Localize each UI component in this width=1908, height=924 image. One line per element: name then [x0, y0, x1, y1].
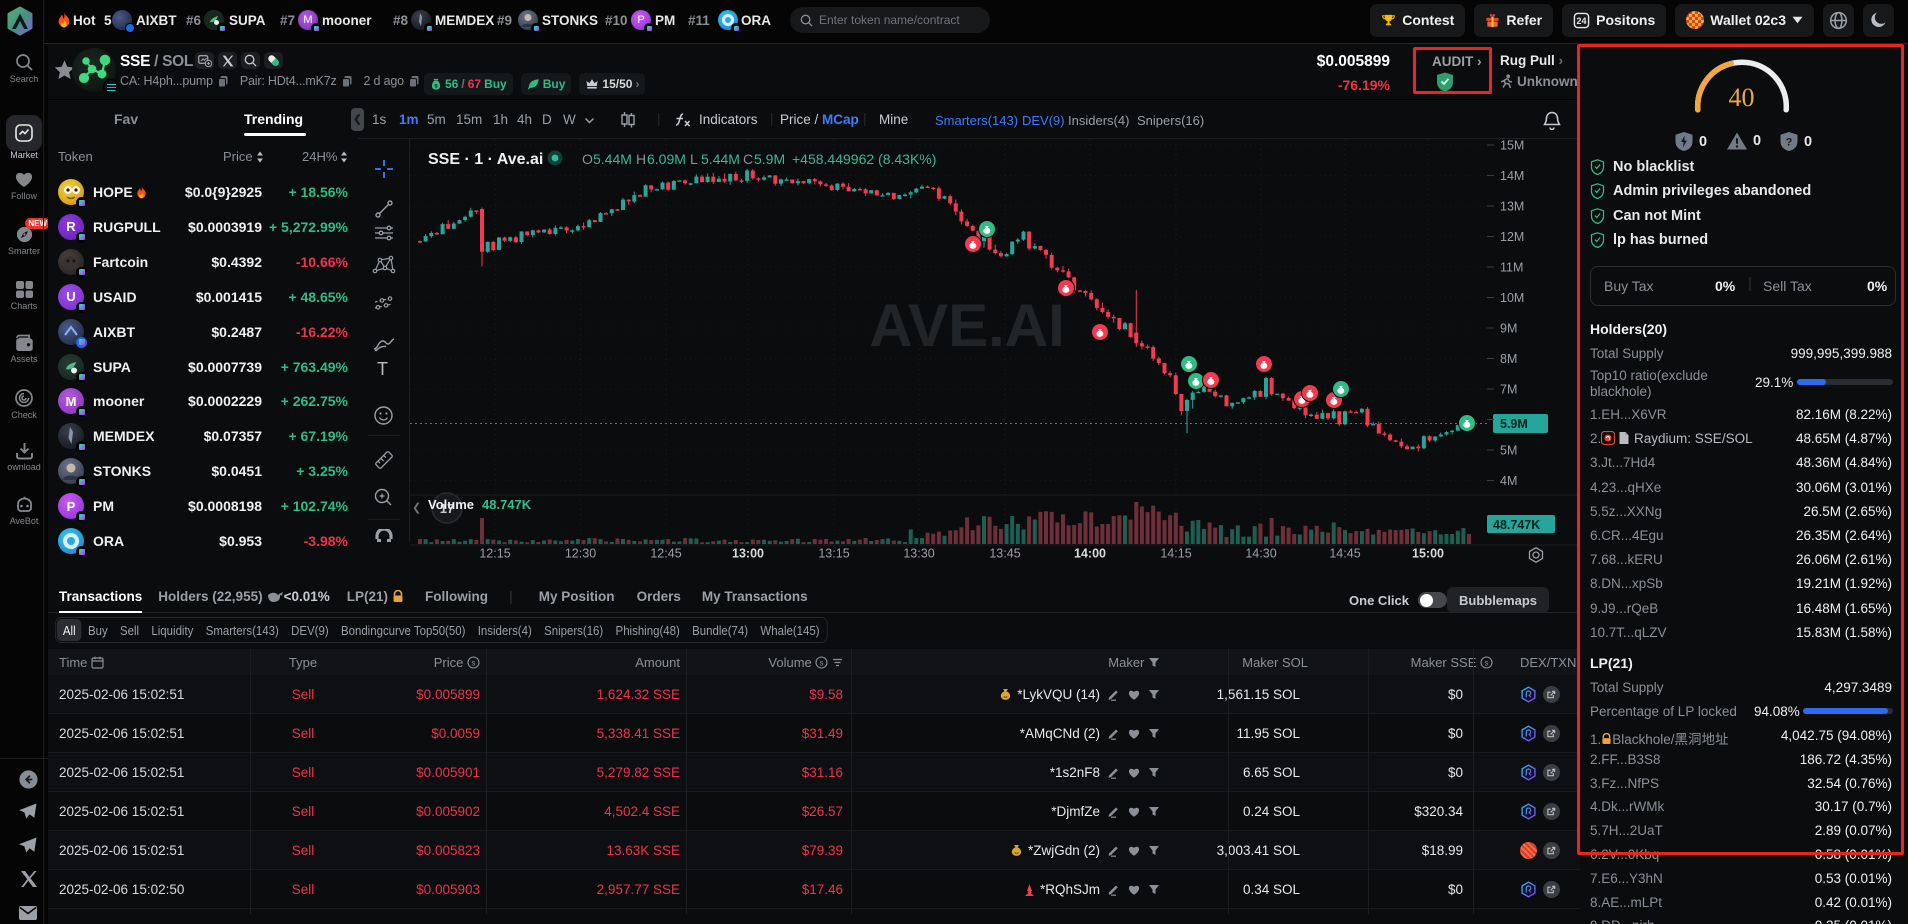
svg-text:13:15: 13:15 — [818, 547, 849, 561]
svg-text:s: s — [820, 658, 824, 667]
svg-text:13:00: 13:00 — [732, 547, 764, 561]
svg-text:5M: 5M — [1500, 444, 1517, 458]
svg-text:8M: 8M — [1500, 352, 1517, 366]
svg-text:13:45: 13:45 — [989, 547, 1020, 561]
svg-text:14:30: 14:30 — [1245, 547, 1276, 561]
svg-text:s: s — [1485, 658, 1489, 667]
svg-text:15:00: 15:00 — [1412, 547, 1444, 561]
svg-text:12:45: 12:45 — [650, 547, 681, 561]
svg-text:5.9M: 5.9M — [754, 151, 785, 167]
svg-text:AVE.AI: AVE.AI — [869, 292, 1065, 359]
svg-text:17: 17 — [440, 501, 454, 516]
svg-text:40: 40 — [1729, 83, 1755, 112]
svg-text:14:00: 14:00 — [1074, 547, 1106, 561]
svg-text:12M: 12M — [1500, 230, 1524, 244]
svg-text:12:15: 12:15 — [479, 547, 510, 561]
svg-text:C: C — [743, 151, 753, 167]
svg-text:SSE · 1 · Ave.ai: SSE · 1 · Ave.ai — [428, 151, 543, 168]
svg-text:11M: 11M — [1500, 261, 1523, 275]
svg-text:14:45: 14:45 — [1329, 547, 1360, 561]
svg-text:24: 24 — [1577, 15, 1587, 25]
svg-text:5.44M: 5.44M — [593, 151, 632, 167]
svg-text:❮: ❮ — [412, 502, 421, 514]
svg-text:H: H — [636, 151, 646, 167]
svg-text:O: O — [582, 151, 593, 167]
svg-text:+458.449962 (8.43K%): +458.449962 (8.43K%) — [792, 151, 936, 167]
svg-text:5.44M: 5.44M — [701, 151, 740, 167]
svg-text:?: ? — [1786, 137, 1793, 149]
svg-text:48.747K: 48.747K — [482, 497, 532, 512]
svg-text:L: L — [690, 151, 698, 167]
svg-text:7M: 7M — [1500, 383, 1517, 397]
svg-text:15M: 15M — [1500, 139, 1524, 153]
svg-text:9M: 9M — [1500, 322, 1517, 336]
svg-text:4M: 4M — [1500, 474, 1517, 488]
svg-text:10M: 10M — [1500, 291, 1524, 305]
svg-text:14:15: 14:15 — [1160, 547, 1191, 561]
svg-text:Volume: Volume — [428, 497, 474, 512]
svg-text:12:30: 12:30 — [565, 547, 596, 561]
svg-text:5.9M: 5.9M — [1500, 417, 1528, 431]
svg-text:6.09M: 6.09M — [647, 151, 686, 167]
svg-text:s: s — [472, 658, 476, 667]
svg-text:13M: 13M — [1500, 200, 1524, 214]
svg-text:13:30: 13:30 — [903, 547, 934, 561]
svg-text:14M: 14M — [1500, 169, 1524, 183]
svg-text:s: s — [434, 83, 438, 89]
svg-text:48.747K: 48.747K — [1493, 518, 1540, 532]
